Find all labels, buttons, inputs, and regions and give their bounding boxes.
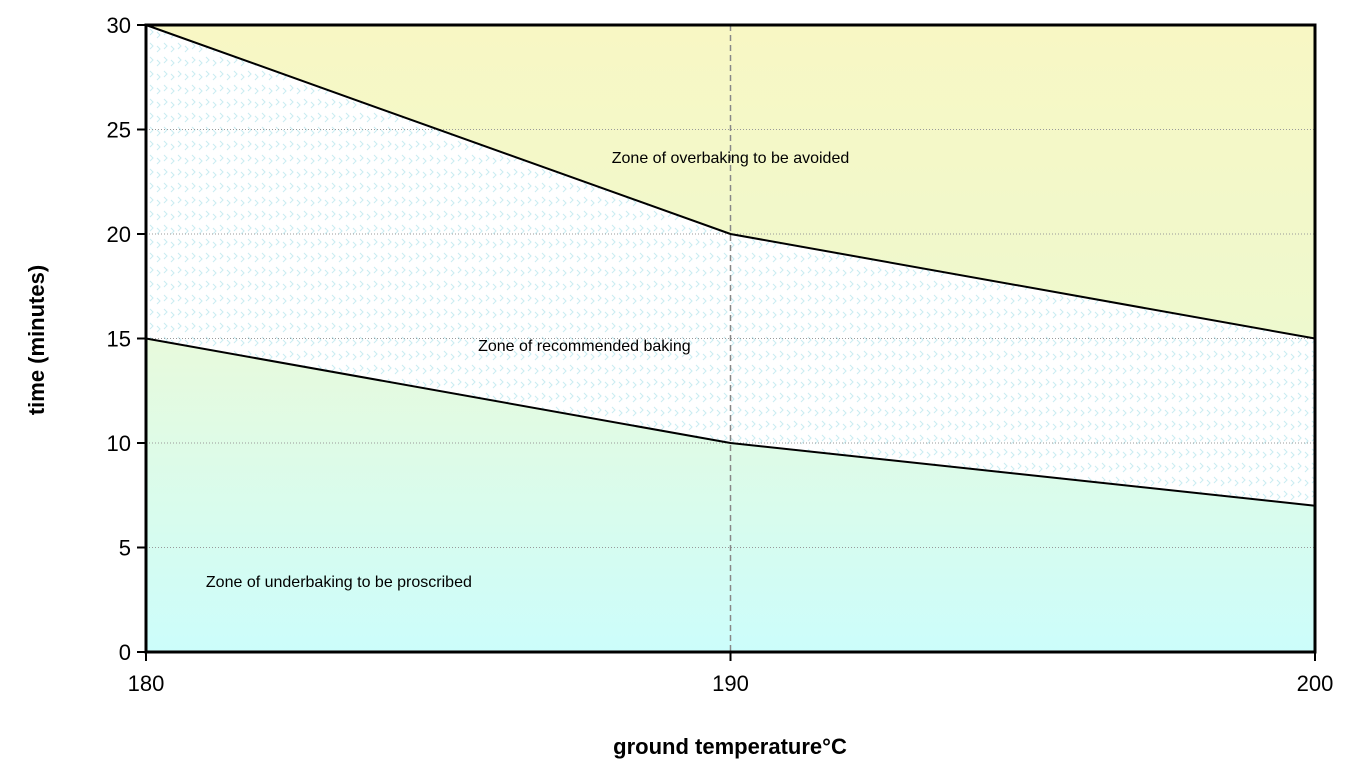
zone-label: Zone of recommended baking	[478, 338, 691, 355]
zone-label: Zone of overbaking to be avoided	[612, 150, 850, 167]
x-tick-label: 190	[712, 671, 749, 696]
y-tick-label: 20	[107, 222, 131, 247]
axis-ticks: 0 5 10 15 20 25 30 180 190 200	[107, 13, 1334, 696]
y-tick-label: 30	[107, 13, 131, 38]
x-tick-label: 180	[128, 671, 165, 696]
y-tick-label: 0	[119, 640, 131, 665]
y-tick-label: 10	[107, 431, 131, 456]
boundary-lines	[145, 24, 1316, 507]
x-axis-title: ground temperature°C	[613, 734, 847, 759]
zone-labels: Zone of overbaking to be avoided Zone of …	[206, 150, 849, 591]
lower-boundary-line	[145, 337, 1316, 507]
y-axis-title: time (minutes)	[24, 265, 49, 415]
y-tick-label: 15	[107, 327, 131, 352]
zone-label: Zone of underbaking to be proscribed	[206, 574, 472, 591]
y-tick-label: 25	[107, 118, 131, 143]
y-tick-label: 5	[119, 536, 131, 561]
gridlines	[146, 25, 1315, 652]
x-tick-label: 200	[1297, 671, 1334, 696]
upper-boundary-line	[145, 24, 1316, 340]
